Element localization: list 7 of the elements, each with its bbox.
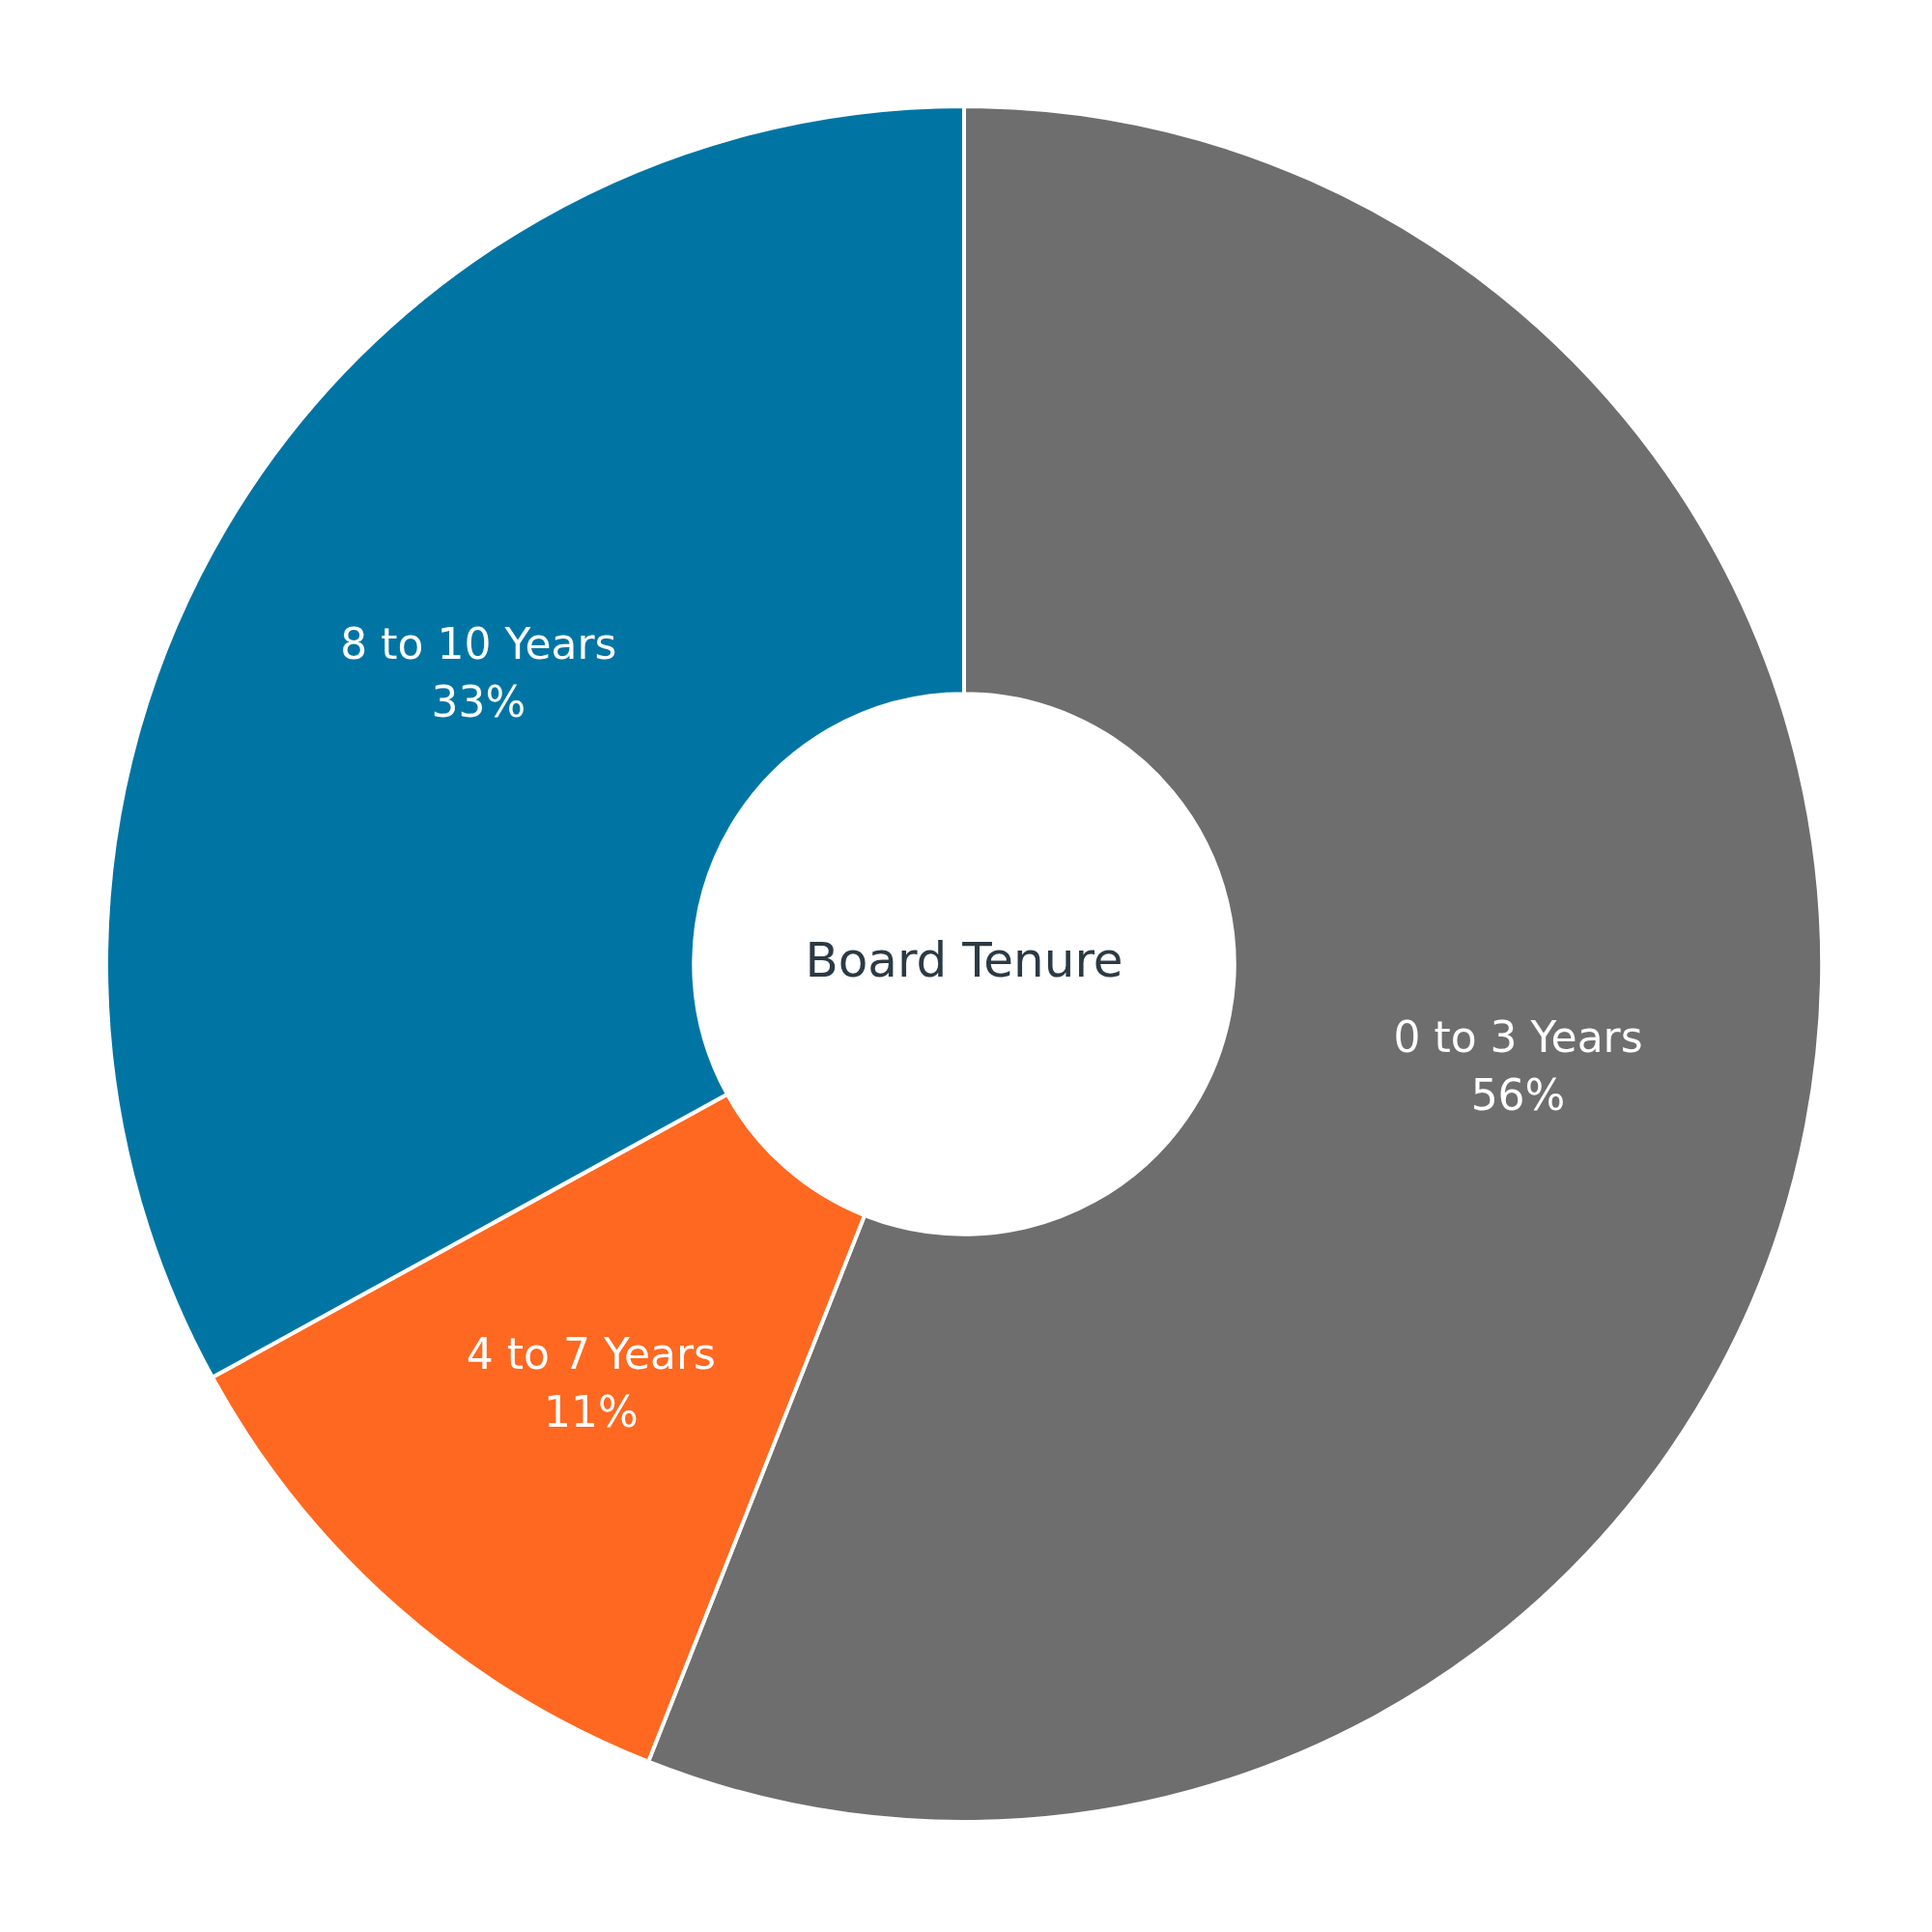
data-label: 56% bbox=[1470, 1069, 1566, 1120]
text: Board Tenure bbox=[805, 931, 1123, 988]
slice-label: 8 to 10 Years bbox=[340, 619, 617, 669]
slice-label: 4 to 7 Years bbox=[466, 1329, 716, 1379]
slice-label: 0 to 3 Years bbox=[1393, 1011, 1643, 1062]
data-label: 11% bbox=[543, 1387, 639, 1437]
data-label: 33% bbox=[431, 677, 526, 727]
